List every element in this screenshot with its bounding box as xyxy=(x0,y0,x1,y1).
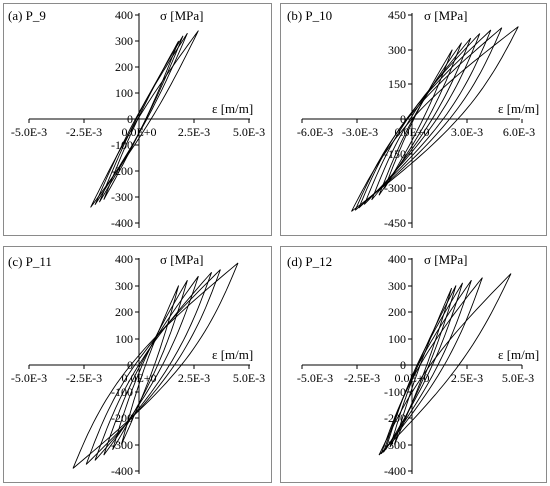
panel-c-xtick-label: 5.0E-3 xyxy=(233,371,265,385)
panel-d-xtick-label: -2.5E-3 xyxy=(344,371,380,385)
panel-c-loop-6 xyxy=(72,262,239,469)
panel-d-loop-2 xyxy=(389,285,457,448)
panel-a-xlabel: ε [m/m] xyxy=(212,101,253,116)
panel-d-ytick-label: 100 xyxy=(388,332,406,346)
panel-b-xtick-label: 3.0E-3 xyxy=(451,125,483,139)
panel-b-loop-6 xyxy=(354,27,503,211)
panel-d-xtick-label: 2.5E-3 xyxy=(451,371,483,385)
panel-c-ytick-label: 400 xyxy=(115,252,133,266)
panel-c-ytick-label: 0 xyxy=(127,358,133,372)
panel-a-xtick-label: -5.0E-3 xyxy=(11,125,47,139)
panel-c-ytick-label: -100 xyxy=(111,385,133,399)
panel-c-frame xyxy=(3,246,272,483)
panel-a-ytick-label: -300 xyxy=(111,190,133,204)
panel-b-xtick-label: -6.0E-3 xyxy=(297,125,333,139)
panel-b-loop-7 xyxy=(351,26,519,212)
panel-b-xtick-label: -3.0E-3 xyxy=(342,125,378,139)
panel-c-loop-2 xyxy=(112,279,188,451)
panel-d-loop-6 xyxy=(378,273,512,456)
panel-c-xtick-label: -2.5E-3 xyxy=(66,371,102,385)
panel-d-xtick-label: -5.0E-3 xyxy=(297,371,333,385)
panel-d-ytick-label: 300 xyxy=(388,279,406,293)
panel-c-ytick-label: -300 xyxy=(111,438,133,452)
panel-c-ytick-label: 300 xyxy=(115,279,133,293)
panel-d-ytick-label: -300 xyxy=(384,438,406,452)
panel-c-title: (c) P_11 xyxy=(8,254,52,269)
panel-a-title: (a) P_9 xyxy=(8,8,46,23)
panel-c-ylabel: σ [MPa] xyxy=(160,252,203,267)
panel-c-xtick-label: 2.5E-3 xyxy=(178,371,210,385)
panel-b-ytick-label: -300 xyxy=(384,181,406,195)
panel-d-loop-5 xyxy=(380,277,483,455)
panel-b-xticks: -6.0E-3 -3.0E-3 0.0E+0 3.0E-3 6.0E-3 xyxy=(297,119,535,139)
panel-b-loop-1 xyxy=(384,49,453,189)
panel-c-loop-1 xyxy=(120,285,180,445)
panel-c-hysteresis-loops xyxy=(72,262,239,469)
panel-c-xlabel: ε [m/m] xyxy=(212,347,253,362)
panel-b-yticks: 450 300 150 0 -150 -300 -450 xyxy=(384,8,412,230)
panel-a-frame xyxy=(3,3,272,236)
panel-c-xticks: -5.0E-3 -2.5E-3 0.0E+0 2.5E-3 5.0E-3 xyxy=(11,365,265,385)
panel-c-ytick-label: 200 xyxy=(115,305,133,319)
panel-d-loop-1 xyxy=(393,287,453,445)
panel-a-ytick-label: 200 xyxy=(115,60,133,74)
panel-a-xtick-label: 2.5E-3 xyxy=(178,125,210,139)
panel-b-loop-5 xyxy=(358,29,492,209)
panel-a: (a) P_9 σ [MPa] ε [m/m] -5.0E-3 -2.5E-3 … xyxy=(3,3,272,236)
panel-a-ylabel: σ [MPa] xyxy=(160,8,203,23)
panel-d-xtick-label: 5.0E-3 xyxy=(502,371,534,385)
panel-d-ytick-label: -100 xyxy=(384,385,406,399)
panel-b-ytick-label: 450 xyxy=(388,8,406,22)
panel-b-ytick-label: 300 xyxy=(388,43,406,57)
panel-d: (d) P_12 σ [MPa] ε [m/m] -5.0E-3 -2.5E-3… xyxy=(280,246,547,483)
panel-b-ylabel: σ [MPa] xyxy=(424,8,467,23)
panel-a-ytick-label: 100 xyxy=(115,86,133,100)
panel-d-hysteresis-loops xyxy=(378,273,512,456)
panel-d-ytick-label: 0 xyxy=(400,358,406,372)
panel-b-ytick-label: 150 xyxy=(388,77,406,91)
panel-c-xtick-label: 0.0E+0 xyxy=(121,371,156,385)
panel-b-xtick-label: 6.0E-3 xyxy=(503,125,535,139)
panel-a-ytick-label: -400 xyxy=(111,216,133,230)
panel-a-loop-4 xyxy=(90,30,199,208)
panel-b-ytick-label: 0 xyxy=(400,112,406,126)
panel-c-xtick-label: -5.0E-3 xyxy=(11,371,47,385)
panel-d-title: (d) P_12 xyxy=(287,254,332,269)
panel-b-loop-3 xyxy=(371,37,472,201)
panel-c: (c) P_11 σ [MPa] ε [m/m] -5.0E-3 -2.5E-3… xyxy=(3,246,272,483)
panel-a-ytick-label: 300 xyxy=(115,34,133,48)
panel-a-loop-1 xyxy=(103,40,180,200)
panel-d-xlabel: ε [m/m] xyxy=(498,347,539,362)
panel-a-xtick-label: -2.5E-3 xyxy=(66,125,102,139)
panel-b-xlabel: ε [m/m] xyxy=(498,101,539,116)
panel-a-xtick-label: 5.0E-3 xyxy=(233,125,265,139)
panel-a-ytick-label: 0 xyxy=(127,112,133,126)
panel-a-ytick-label: 400 xyxy=(115,8,133,22)
panel-b: (b) P_10 σ [MPa] ε [m/m] -6.0E-3 -3.0E-3… xyxy=(280,3,547,236)
panel-b-ytick-label: -450 xyxy=(384,216,406,230)
panel-d-ytick-label: 400 xyxy=(388,252,406,266)
panel-c-loop-4 xyxy=(94,272,213,461)
panel-d-ytick-label: -400 xyxy=(384,464,406,478)
panel-d-ytick-label: 200 xyxy=(388,305,406,319)
panel-b-frame xyxy=(280,3,547,236)
panel-c-loop-5 xyxy=(85,269,221,465)
panel-b-hysteresis-loops xyxy=(351,26,519,212)
panel-b-title: (b) P_10 xyxy=(287,8,332,23)
panel-d-frame xyxy=(280,246,547,483)
panel-c-ytick-label: 100 xyxy=(115,332,133,346)
panel-c-loop-3 xyxy=(103,275,199,456)
panel-a-hysteresis-loops xyxy=(90,30,199,208)
panel-b-loop-4 xyxy=(363,33,481,205)
panel-d-yticks: 400 300 200 100 0 -100 -200 -300 -400 xyxy=(384,252,412,478)
panel-c-ytick-label: -400 xyxy=(111,464,133,478)
panel-b-loop-2 xyxy=(378,42,462,196)
panel-d-ylabel: σ [MPa] xyxy=(424,252,467,267)
